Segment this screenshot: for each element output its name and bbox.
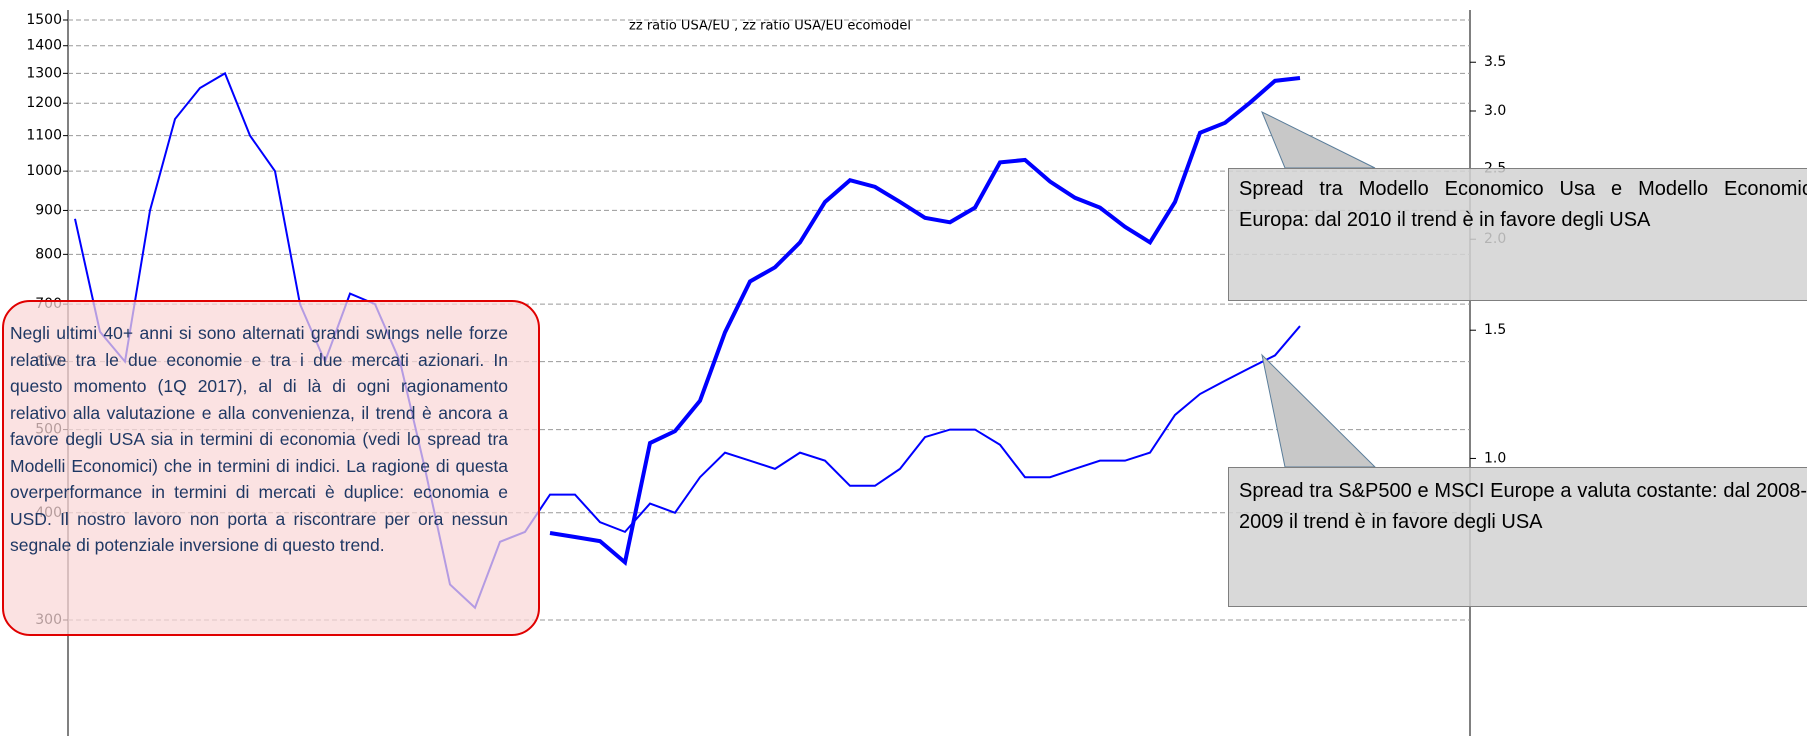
y2-tick-label: 3.5: [1484, 54, 1506, 70]
y2-tick-label: 1.5: [1484, 322, 1506, 338]
data-line: [74, 71, 1301, 610]
callout-pointer: [1261, 110, 1376, 169]
y-tick-label: 800: [35, 246, 62, 262]
y-tick-label: 1000: [26, 163, 62, 179]
y2-tick-label: 1.0: [1484, 450, 1506, 466]
y-tick-label: 1300: [26, 65, 62, 81]
y-tick-label: 1200: [26, 95, 62, 111]
y-tick-label: 1400: [26, 38, 62, 54]
chart-title: zz ratio USA/EU , zz ratio USA/EU ecomod…: [629, 19, 911, 34]
y-tick-label: 1500: [26, 12, 62, 28]
callout-pointer: [1261, 353, 1377, 468]
annotation: Spread tra S&P500 e MSCI Europe a valuta…: [1228, 467, 1807, 607]
annotation: Negli ultimi 40+ anni si sono alternati …: [2, 300, 540, 636]
data-line: [549, 75, 1301, 567]
annotation: Spread tra Modello Economico Usa e Model…: [1228, 168, 1807, 301]
y2-tick-label: 3.0: [1484, 103, 1506, 119]
y-tick-label: 1100: [26, 128, 62, 144]
y-tick-label: 900: [35, 202, 62, 218]
